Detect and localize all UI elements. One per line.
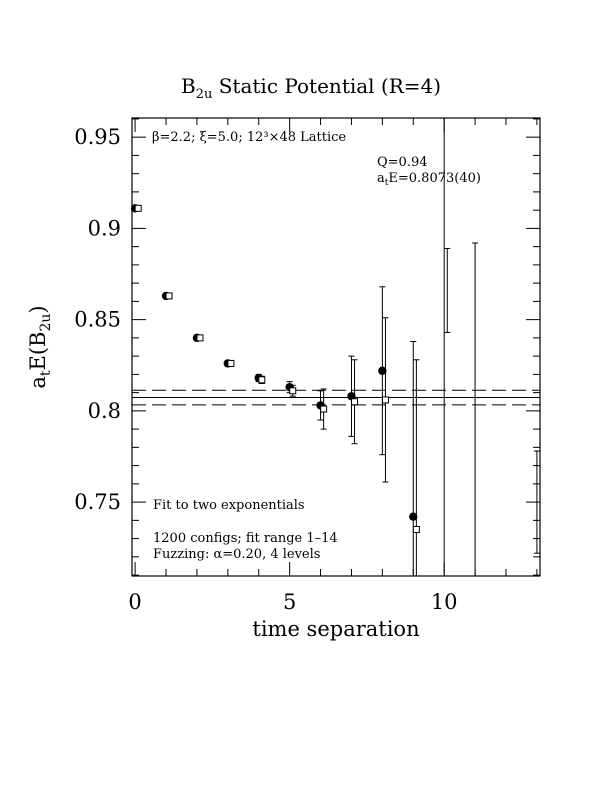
y-tick-label: 0.75: [74, 490, 121, 514]
x-tick-label: 10: [431, 590, 458, 614]
chart-title: B2u Static Potential (R=4): [181, 74, 441, 102]
data-point-square: [320, 405, 328, 413]
q-value-annotation: Q=0.94: [377, 155, 428, 170]
data-point-square: [289, 387, 297, 395]
y-tick-label: 0.95: [74, 125, 121, 149]
fuzzing-annotation: Fuzzing: α=0.20, 4 levels: [153, 547, 320, 562]
x-axis-label: time separation: [252, 617, 419, 641]
data-point-circle: [409, 512, 418, 521]
y-axis-label: atE(B2u): [26, 305, 54, 388]
y-tick-label: 0.8: [88, 399, 121, 423]
data-point-square: [196, 334, 204, 342]
data-point-square: [381, 396, 389, 404]
configs-annotation: 1200 configs; fit range 1–14: [153, 531, 338, 546]
data-point-square: [258, 376, 266, 384]
data-point-square: [134, 204, 142, 212]
y-tick-label: 0.85: [74, 308, 121, 332]
y-tick-label: 0.9: [88, 216, 121, 240]
x-tick-label: 5: [283, 590, 296, 614]
x-tick-label: 0: [128, 590, 141, 614]
plot-frame: [131, 117, 541, 577]
data-point-square: [227, 359, 235, 367]
data-point-square: [412, 525, 420, 533]
data-point-circle: [378, 366, 387, 375]
data-markers: [130, 204, 420, 533]
fit-type-annotation: Fit to two exponentials: [153, 498, 305, 513]
data-point-square: [165, 292, 173, 300]
axis-tick-labels: 0 5 10 0.75 0.8 0.85 0.9 0.95: [74, 125, 457, 614]
data-point-square: [351, 398, 359, 406]
energy-annotation: atE=0.8073(40): [377, 171, 481, 188]
fit-band: [132, 389, 540, 406]
lattice-annotation: β=2.2; ξ=5.0; 12³×48 Lattice: [152, 130, 346, 145]
